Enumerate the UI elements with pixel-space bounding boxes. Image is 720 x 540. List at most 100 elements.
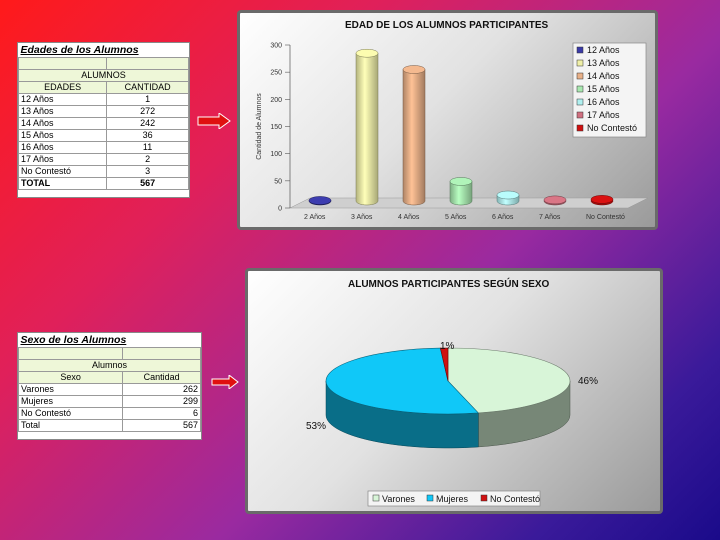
table-sexo-row: Varones 262	[17, 383, 201, 396]
legend-swatch	[576, 59, 584, 67]
table-edades-row-value: 2	[106, 153, 189, 166]
chart-edad-title: EDAD DE LOS ALUMNOS PARTICIPANTES	[345, 20, 548, 31]
legend-label: Varones	[382, 494, 415, 504]
table-edades-row-label: 17 Años	[17, 153, 108, 166]
bar	[449, 177, 473, 206]
table-sexo-total-label: Total	[17, 419, 124, 432]
arrow-right-icon	[211, 375, 239, 389]
legend-label: No Contestó	[490, 494, 540, 504]
legend-swatch	[576, 124, 584, 132]
pie-slice	[439, 347, 449, 382]
table-edades-row-label: No Contestó	[17, 165, 108, 178]
table-edades-total-label: TOTAL	[17, 177, 108, 190]
bar	[308, 196, 332, 206]
legend-swatch	[576, 46, 584, 54]
table-sexo-row-value: 299	[122, 395, 201, 408]
table-sexo-row-label: Varones	[17, 383, 124, 396]
table-edades-row-value: 36	[106, 129, 189, 142]
y-tick-label: 300	[270, 43, 282, 50]
table-sexo-title: Sexo de los Alumnos	[20, 334, 127, 346]
x-tick-label: 3 Años	[351, 214, 373, 221]
bar	[355, 48, 379, 206]
legend-swatch	[480, 494, 488, 502]
legend-swatch	[576, 85, 584, 93]
bar	[590, 195, 614, 206]
legend-swatch	[372, 494, 380, 502]
table-edades-row-label: 15 Años	[17, 129, 108, 142]
legend-label: 14 Años	[587, 71, 620, 81]
y-axis-label: Cantidad de Alumnos	[256, 93, 263, 160]
chart-edad-panel: EDAD DE LOS ALUMNOS PARTICIPANTES 0 50 100 1…	[237, 10, 658, 230]
table-edades-row: 16 Años 11	[17, 141, 189, 154]
table-sexo-row: Mujeres 299	[17, 395, 201, 408]
bar	[402, 65, 426, 206]
chart-sexo: ALUMNOS PARTICIPANTES SEGÚN SEXO 46% 53% 1%…	[306, 277, 598, 507]
table-edades-row: 15 Años 36	[17, 129, 189, 142]
table-edades-row: No Contestó 3	[17, 165, 189, 178]
table-sexo-row-label: No Contestó	[17, 407, 124, 420]
table-edades-group-header: ALUMNOS	[18, 69, 189, 82]
x-tick-label: 2 Años	[304, 214, 326, 221]
table-edades-row-value: 11	[106, 141, 189, 154]
table-sexo-row-label: Mujeres	[17, 395, 124, 408]
legend-label: 17 Años	[587, 110, 620, 120]
table-sexo-group-header: Alumnos	[18, 359, 201, 372]
y-tick-label: 0	[278, 206, 282, 213]
table-edades-total-value: 567	[106, 177, 189, 190]
table-sexo-row: No Contestó 6	[17, 407, 201, 420]
table-sexo-total-value: 567	[122, 419, 201, 432]
y-tick-label: 150	[270, 124, 282, 131]
chart-sexo-title: ALUMNOS PARTICIPANTES SEGÚN SEXO	[348, 277, 550, 290]
table-sexo: Sexo de los Alumnos Alumnos Sexo Cantida…	[17, 332, 202, 440]
legend-swatch	[576, 72, 584, 80]
table-edades-row-value: 1	[106, 93, 189, 106]
legend-swatch	[576, 98, 584, 106]
legend-label: 16 Años	[587, 97, 620, 107]
table-sexo-row-value: 6	[122, 407, 201, 420]
table-edades-row-label: 13 Años	[17, 105, 108, 118]
table-edades-row: 14 Años 242	[17, 117, 189, 130]
bar	[496, 190, 520, 206]
chart-sexo-legend: Varones Mujeres No Contestó	[367, 490, 541, 507]
legend-label: 13 Años	[587, 58, 620, 68]
table-edades-row-value: 3	[106, 165, 189, 178]
arrow-right-icon	[197, 113, 231, 129]
legend-label: 12 Años	[587, 45, 620, 55]
x-tick-label: 5 Años	[445, 214, 467, 221]
table-edades-title: Edades de los Alumnos	[20, 44, 139, 56]
table-edades-row: 12 Años 1	[17, 93, 189, 106]
legend-swatch	[576, 111, 584, 119]
table-edades-row-value: 242	[106, 117, 189, 130]
legend-label: No Contestó	[587, 123, 637, 133]
table-sexo-row-value: 262	[122, 383, 201, 396]
legend-label: Mujeres	[436, 494, 469, 504]
y-tick-label: 50	[274, 178, 282, 185]
table-edades-row-label: 16 Años	[17, 141, 108, 154]
table-edades-row: 13 Años 272	[17, 105, 189, 118]
table-edades-col-cantidad: CANTIDAD	[106, 81, 189, 94]
x-tick-label: 7 Años	[539, 214, 561, 221]
bar	[543, 195, 567, 206]
pie-slice	[447, 347, 571, 414]
table-edades-row-value: 272	[106, 105, 189, 118]
table-edades: Edades de los Alumnos ALUMNOS EDADES CAN…	[17, 42, 190, 198]
table-sexo-col-sexo: Sexo	[17, 371, 124, 384]
x-tick-label: 4 Años	[398, 214, 420, 221]
y-tick-label: 200	[270, 97, 282, 104]
table-edades-col-edades: EDADES	[17, 81, 108, 94]
y-tick-label: 100	[270, 151, 282, 158]
x-tick-label: 6 Años	[492, 214, 514, 221]
pie-slice	[325, 347, 479, 415]
legend-label: 15 Años	[587, 84, 620, 94]
table-sexo-col-cantidad: Cantidad	[122, 371, 201, 384]
table-edades-row-label: 12 Años	[17, 93, 108, 106]
pie-pct-label: 46%	[578, 376, 598, 387]
chart-sexo-panel: ALUMNOS PARTICIPANTES SEGÚN SEXO 46% 53% 1%…	[245, 268, 663, 514]
chart-edad-legend: 12 Años 13 Años 14 Años 15 Años 16 Años 17 Añ…	[572, 42, 647, 138]
x-tick-label: No Contestó	[586, 214, 625, 221]
y-tick-label: 250	[270, 70, 282, 77]
table-edades-row-label: 14 Años	[17, 117, 108, 130]
pie-pct-label: 53%	[306, 421, 326, 432]
legend-swatch	[426, 494, 434, 502]
table-edades-row: 17 Años 2	[17, 153, 189, 166]
